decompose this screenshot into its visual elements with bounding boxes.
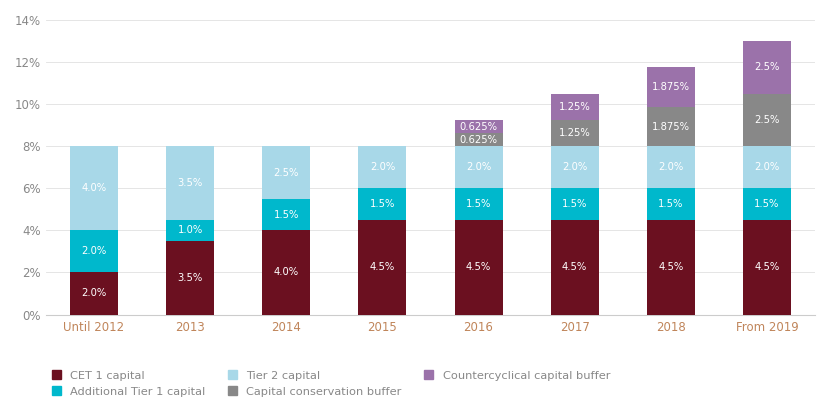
Bar <box>647 67 695 107</box>
Text: 4.0%: 4.0% <box>81 183 106 193</box>
Bar <box>455 188 503 220</box>
Bar <box>647 220 695 314</box>
Text: 4.5%: 4.5% <box>658 262 683 272</box>
Bar <box>359 188 407 220</box>
Bar <box>70 272 118 314</box>
Bar <box>262 146 310 199</box>
Text: 2.0%: 2.0% <box>81 246 107 256</box>
Bar <box>647 146 695 188</box>
Bar <box>70 230 118 272</box>
Text: 2.5%: 2.5% <box>754 115 779 125</box>
Text: 1.25%: 1.25% <box>559 102 591 112</box>
Bar <box>166 241 214 314</box>
Text: 1.0%: 1.0% <box>178 225 203 235</box>
Bar <box>743 146 791 188</box>
Text: 1.5%: 1.5% <box>369 199 395 209</box>
Text: 0.625%: 0.625% <box>460 135 497 145</box>
Text: 4.0%: 4.0% <box>274 267 299 277</box>
Bar <box>455 133 503 146</box>
Text: 1.5%: 1.5% <box>274 210 299 220</box>
Text: 1.5%: 1.5% <box>754 199 779 209</box>
Bar <box>743 220 791 314</box>
Bar <box>70 146 118 230</box>
Bar <box>550 146 598 188</box>
Text: 3.5%: 3.5% <box>178 178 203 188</box>
Text: 3.5%: 3.5% <box>178 273 203 283</box>
Legend: CET 1 capital, Additional Tier 1 capital, Tier 2 capital, Capital conservation b: CET 1 capital, Additional Tier 1 capital… <box>51 370 610 396</box>
Bar <box>647 107 695 146</box>
Text: 4.5%: 4.5% <box>562 262 588 272</box>
Bar <box>743 94 791 146</box>
Bar <box>550 120 598 146</box>
Bar <box>455 146 503 188</box>
Bar <box>743 41 791 94</box>
Bar <box>647 188 695 220</box>
Text: 1.5%: 1.5% <box>658 199 683 209</box>
Bar <box>550 220 598 314</box>
Text: 2.0%: 2.0% <box>754 162 779 172</box>
Bar <box>550 188 598 220</box>
Text: 2.0%: 2.0% <box>658 162 683 172</box>
Text: 4.5%: 4.5% <box>370 262 395 272</box>
Text: 2.0%: 2.0% <box>466 162 491 172</box>
Text: 2.0%: 2.0% <box>81 288 107 299</box>
Text: 2.0%: 2.0% <box>370 162 395 172</box>
Bar <box>262 230 310 314</box>
Text: 1.875%: 1.875% <box>652 121 690 131</box>
Bar <box>550 94 598 120</box>
Bar <box>359 220 407 314</box>
Text: 0.625%: 0.625% <box>460 121 497 131</box>
Text: 2.5%: 2.5% <box>274 168 299 178</box>
Text: 4.5%: 4.5% <box>466 262 491 272</box>
Bar <box>166 146 214 220</box>
Text: 1.5%: 1.5% <box>466 199 491 209</box>
Text: 1.25%: 1.25% <box>559 128 591 138</box>
Bar <box>743 188 791 220</box>
Bar <box>455 120 503 133</box>
Bar <box>166 220 214 241</box>
Text: 1.5%: 1.5% <box>562 199 588 209</box>
Text: 2.5%: 2.5% <box>754 62 779 72</box>
Bar <box>455 220 503 314</box>
Text: 2.0%: 2.0% <box>562 162 588 172</box>
Bar <box>262 199 310 230</box>
Bar <box>359 146 407 188</box>
Text: 1.875%: 1.875% <box>652 82 690 92</box>
Text: 4.5%: 4.5% <box>754 262 779 272</box>
